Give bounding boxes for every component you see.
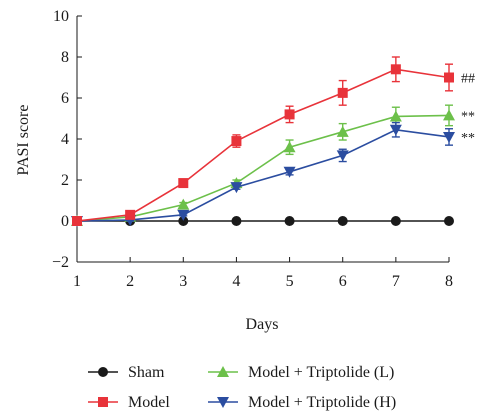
x-tick-label: 8 [445,273,453,290]
legend-label: Model [128,394,170,411]
data-point [125,209,136,220]
y-axis-title: PASI score [15,105,32,176]
data-point [443,131,455,143]
significance-label: ** [461,109,475,124]
series-layer [71,56,455,227]
y-tick-label: 2 [61,172,69,189]
data-point [444,216,454,226]
legend-label: Model + Triptolide (L) [248,364,394,381]
legend-item: Model + Triptolide (H) [208,394,396,411]
data-point [390,216,401,226]
data-point [336,125,349,137]
legend-marker [217,366,229,377]
legend-marker [217,397,229,408]
x-tick-label: 4 [232,273,240,290]
data-point [284,216,295,226]
data-point [444,72,454,83]
data-point [390,64,401,75]
significance-annotations: ## ** ** [461,72,475,146]
data-point [337,216,348,226]
series-line [76,114,450,222]
data-point [72,216,82,226]
x-tick-label: 6 [339,273,347,290]
series-line [76,68,450,222]
data-point [231,216,242,226]
data-point [337,87,348,98]
series-1 [72,56,454,226]
y-tick-label: 8 [61,49,69,66]
data-point [284,109,295,120]
legend-item: Model + Triptolide (L) [208,364,394,381]
data-point [336,150,349,162]
x-tick-label: 5 [286,273,294,290]
data-point [230,182,243,194]
significance-label: ## [461,72,475,87]
series-0 [72,216,454,226]
legend-marker [98,367,108,377]
significance-label: ** [461,131,475,146]
y-tick-label: 0 [61,213,69,230]
y-tick-label: 6 [61,90,69,107]
data-point [443,109,455,121]
y-tick-label: 10 [53,8,69,25]
legend-marker [98,397,108,407]
data-point [231,136,242,147]
legend-label: Model + Triptolide (H) [248,394,396,411]
legend-item: Model [88,394,170,411]
data-point [389,124,402,136]
data-point [178,216,189,226]
x-tick-label: 3 [179,273,187,290]
legend-label: Sham [128,364,165,381]
x-tick-label: 1 [73,273,81,290]
y-tick-label: 4 [61,131,69,148]
data-point [283,141,296,153]
data-point [283,166,296,178]
x-tick-label: 2 [126,273,134,290]
data-point [177,198,190,210]
data-point [389,110,402,122]
legend-item: Sham [88,364,165,381]
x-tick-label: 7 [392,273,400,290]
legend: Sham Model Model + Triptolide (L) Model + T… [88,364,396,411]
data-point [178,178,189,189]
series-line [76,128,450,222]
y-tick-label: −2 [52,254,69,271]
x-axis-title: Days [246,316,279,333]
data-point [177,209,190,221]
